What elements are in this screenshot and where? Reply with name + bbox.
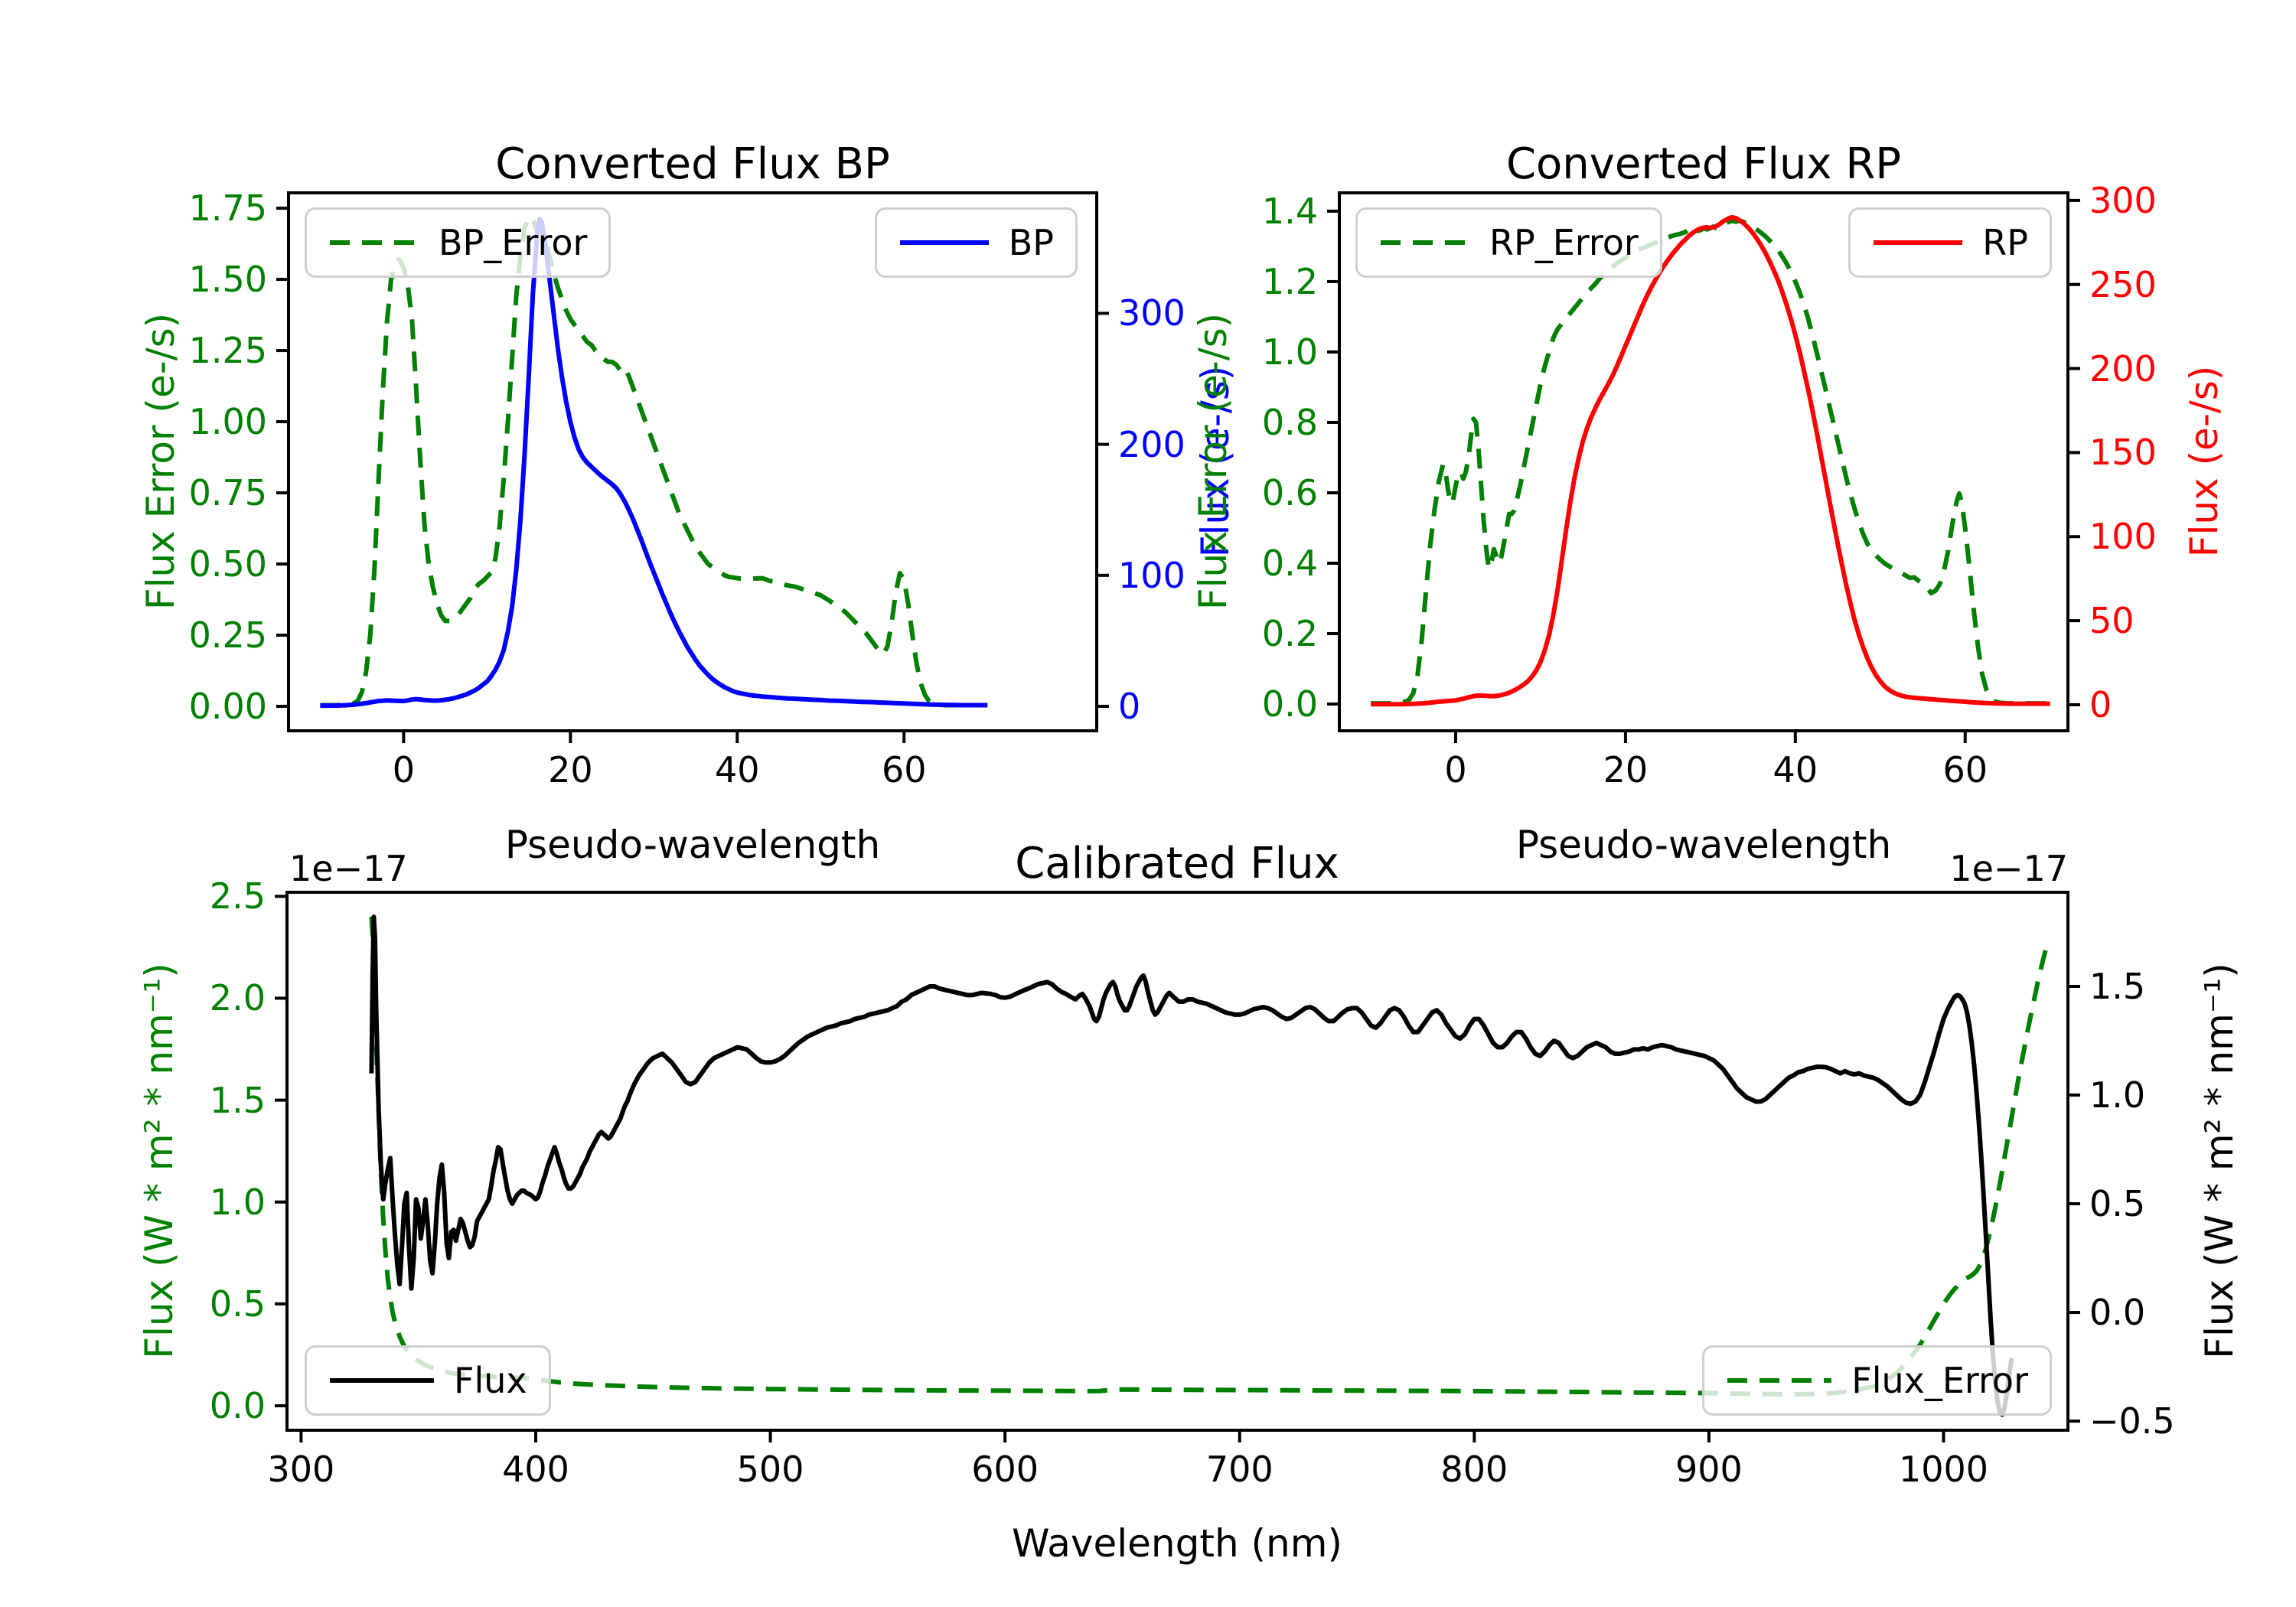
title-bp: Converted Flux BP [495,139,890,189]
curve-bp_error [320,214,988,708]
bp-xtick-label: 60 [881,749,927,790]
rp-ytick-right-label: 300 [2089,179,2157,221]
curve-rp_error [1371,218,2050,706]
xlabel-rp: Pseudo-wavelength [1515,823,1892,867]
bp-ytick-left-label: 0.50 [188,543,267,585]
rp-ytick-right-label: 200 [2089,347,2157,390]
bp-ytick-left-label: 1.50 [188,259,267,301]
legend-bp-error: BP_Error [305,207,612,278]
ylabel-rp-right: Flux (e-/s) [2182,365,2226,558]
legend-label-flux-error: Flux_Error [1851,1360,2028,1401]
bp-ytick-left-label: 0.25 [188,614,267,657]
bp-ytick-right-label: 300 [1118,292,1186,334]
offset-text-right: 1e−17 [1949,848,2068,889]
legend-dashed-line-icon [330,240,419,245]
cal-ytick-right-label: 0.0 [2089,1292,2146,1334]
legend-solid-line-icon [330,1378,434,1383]
rp-ytick-left-label: 0.6 [1261,471,1318,513]
axes-spines [287,191,1098,732]
legend-dashed-line-icon [1381,240,1469,245]
bp-xtick-label: 20 [548,749,593,790]
legend-rp-error: RP_Error [1355,207,1662,278]
curve-flux [369,914,2014,1417]
cal-ytick-left-label: 2.0 [209,977,266,1019]
cal-xtick-label: 1000 [1898,1449,1989,1490]
ylabel-cal-right: Flux (W * m² * nm⁻¹) [2197,963,2242,1359]
cal-xtick-label: 300 [267,1449,335,1490]
cal-xtick-label: 400 [502,1449,569,1490]
rp-ytick-right-label: 50 [2089,600,2135,642]
axes-spines [285,891,2069,1432]
legend-solid-line-icon [1874,240,1963,245]
legend-label-rp-error: RP_Error [1489,222,1639,263]
ylabel-rp-left: Flux Error (e-/s) [1191,312,1235,611]
title-cal: Calibrated Flux [1015,839,1339,888]
legend-dashed-line-icon [1727,1378,1832,1383]
rp-ytick-right-label: 100 [2089,516,2157,558]
bp-ytick-right-label: 0 [1118,685,1141,727]
cal-xtick-label: 700 [1205,1449,1274,1490]
rp-xtick-label: 40 [1773,749,1818,790]
rp-ytick-left-label: 0.8 [1261,401,1318,443]
rp-xtick-label: 20 [1603,749,1649,790]
cal-ytick-left-label: 2.5 [209,875,266,918]
cal-xtick-label: 900 [1675,1449,1743,1490]
cal-ytick-left-label: 1.5 [209,1079,266,1121]
cal-ytick-right-label: 1.0 [2089,1074,2146,1116]
cal-ytick-left-label: 1.0 [209,1181,266,1223]
rp-ytick-right-label: 150 [2089,432,2157,474]
rp-ytick-left-label: 0.0 [1261,683,1318,725]
bp-ytick-left-label: 0.00 [188,686,267,727]
legend-label-bp: BP [1008,222,1054,263]
xlabel-bp: Pseudo-wavelength [504,823,881,867]
cal-ytick-left-label: 0.0 [209,1385,266,1427]
legend-label-rp: RP [1982,222,2028,263]
cal-ytick-right-label: −0.5 [2089,1400,2175,1442]
legend-flux-error: Flux_Error [1702,1345,2052,1416]
rp-ytick-left-label: 1.4 [1261,190,1318,232]
cal-xtick-label: 800 [1440,1449,1508,1490]
ylabel-cal-left: Flux (W * m² * nm⁻¹) [137,963,181,1359]
rp-ytick-left-label: 1.0 [1261,331,1318,373]
rp-ytick-left-label: 0.2 [1261,613,1318,655]
bp-xtick-label: 0 [392,749,416,790]
title-rp: Converted Flux RP [1505,139,1902,189]
offset-text-left: 1e−17 [289,848,408,889]
rp-xtick-label: 0 [1444,749,1467,790]
rp-ytick-left-label: 1.2 [1261,260,1318,302]
bp-ytick-right-label: 100 [1118,554,1186,596]
legend-rp: RP [1848,207,2052,278]
bp-ytick-left-label: 0.75 [188,472,267,514]
curve-flux_error [369,916,2050,1397]
rp-ytick-right-label: 250 [2089,263,2157,305]
xlabel-cal: Wavelength (nm) [1012,1521,1342,1566]
legend-solid-line-icon [899,240,989,245]
rp-xtick-label: 60 [1942,749,1988,790]
rp-ytick-left-label: 0.4 [1261,543,1318,584]
cal-ytick-right-label: 0.5 [2089,1183,2146,1225]
curve-bp [320,217,988,709]
bp-ytick-right-label: 200 [1118,423,1186,465]
ylabel-bp-left: Flux Error (e-/s) [139,312,183,611]
cal-xtick-label: 500 [736,1449,804,1490]
legend-label-bp-error: BP_Error [439,222,588,263]
curve-rp [1371,214,2050,707]
bp-xtick-label: 40 [715,749,760,790]
cal-ytick-left-label: 0.5 [209,1283,266,1325]
cal-xtick-label: 600 [971,1449,1039,1490]
bp-ytick-left-label: 1.00 [188,401,267,443]
bp-ytick-left-label: 1.75 [188,187,267,230]
cal-ytick-right-label: 1.5 [2089,965,2146,1007]
legend-label-flux: Flux [454,1360,527,1401]
rp-ytick-right-label: 0 [2089,683,2112,725]
bp-ytick-left-label: 1.25 [188,330,267,372]
legend-bp: BP [874,207,1078,278]
axes-spines [1338,191,2069,732]
legend-flux: Flux [305,1345,551,1416]
